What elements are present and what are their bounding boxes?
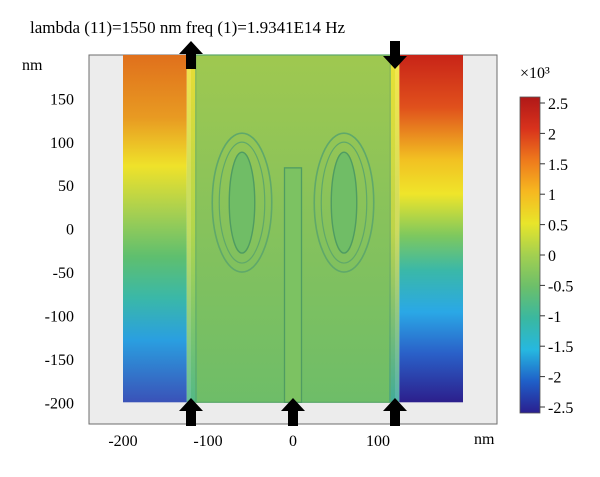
arrow-down-icon [383, 41, 407, 69]
right-ring-band [320, 141, 368, 264]
y-tick-label: 50 [58, 178, 74, 195]
colorbar-bar [519, 96, 541, 414]
left-gap-edge [186, 55, 197, 403]
right-ring-inner [330, 151, 358, 254]
colorbar-tick-label: -0.5 [548, 278, 573, 295]
x-tick-label: 0 [289, 433, 297, 450]
x-tick-label: -200 [108, 433, 137, 450]
arrow-up-icon [179, 41, 203, 69]
y-axis-label: nm [22, 57, 43, 74]
arrow-up-icon [179, 398, 203, 426]
y-tick-label: -50 [53, 265, 74, 282]
colorbar-tick-label: 2.5 [548, 96, 568, 113]
colorbar-multiplier: ×10³ [520, 65, 550, 82]
colorbar-tick-label: 1.5 [548, 157, 568, 174]
arrow-up-icon [281, 398, 305, 426]
right-ring-outer [313, 132, 375, 273]
y-tick-label: 150 [50, 91, 74, 108]
y-axis-ticks: 150 100 50 0 -50 -100 -150 -200 [45, 91, 74, 412]
colorbar-tick-label: 0 [548, 248, 556, 265]
colorbar-tick-label: 0.5 [548, 218, 568, 235]
center-stub [283, 167, 303, 403]
x-tick-label: -100 [193, 433, 222, 450]
field-arrows [179, 41, 407, 426]
left-block-region [123, 55, 187, 403]
colorbar-ticks: 2.5 2 1.5 1 0.5 0 -0.5 -1 -1.5 -2 -2.5 [540, 96, 573, 417]
y-tick-label: 0 [66, 222, 74, 239]
colorbar-tick-label: 1 [548, 187, 556, 204]
colorbar-tick-label: -2 [548, 370, 561, 387]
right-block-region [399, 55, 463, 403]
x-tick-label: 100 [366, 433, 390, 450]
colorbar-tick-label: 2 [548, 126, 556, 143]
y-tick-label: -150 [45, 352, 74, 369]
right-gap-edge [389, 55, 400, 403]
left-ring-outer [211, 132, 273, 273]
x-axis-ticks: -200 -100 0 100 [108, 433, 390, 450]
arrow-up-icon [383, 398, 407, 426]
left-ring-inner [228, 151, 256, 254]
left-ring-band [218, 141, 266, 264]
colorbar-tick-label: -1 [548, 309, 561, 326]
chart-title: lambda (11)=1550 nm freq (1)=1.9341E14 H… [30, 18, 345, 37]
y-tick-label: -100 [45, 308, 74, 325]
colorbar-tick-label: -1.5 [548, 339, 573, 356]
colorbar-tick-label: -2.5 [548, 400, 573, 417]
y-tick-label: 100 [50, 135, 74, 152]
field-regions [123, 54, 463, 403]
x-axis-label: nm [474, 431, 495, 448]
y-tick-label: -200 [45, 395, 74, 412]
